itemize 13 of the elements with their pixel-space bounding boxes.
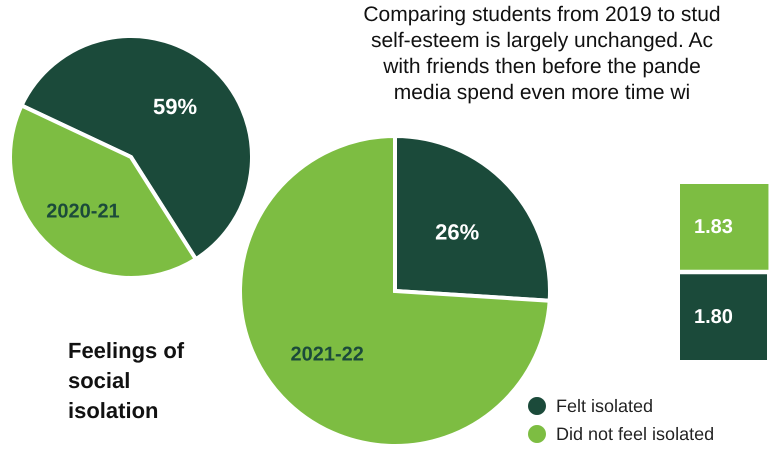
legend-label: Felt isolated <box>555 395 654 418</box>
text: Comparing students from 2019 to stud <box>362 2 722 28</box>
legend-label: Did not feel isolated <box>555 423 714 446</box>
text: with friends then before the pande <box>382 54 702 80</box>
text: self-esteem is largely unchanged. Ac <box>370 28 714 54</box>
text: Feelings of social isolation <box>68 337 186 425</box>
text: 2021-22 <box>290 344 364 366</box>
text: media spend even more time wi <box>392 80 692 106</box>
data-label: 1.80 <box>694 306 733 328</box>
data-label: 1.83 <box>694 216 733 238</box>
text: 2020-21 <box>46 200 120 222</box>
data-label: 26% <box>435 220 480 245</box>
data-label: 59% <box>152 94 198 120</box>
